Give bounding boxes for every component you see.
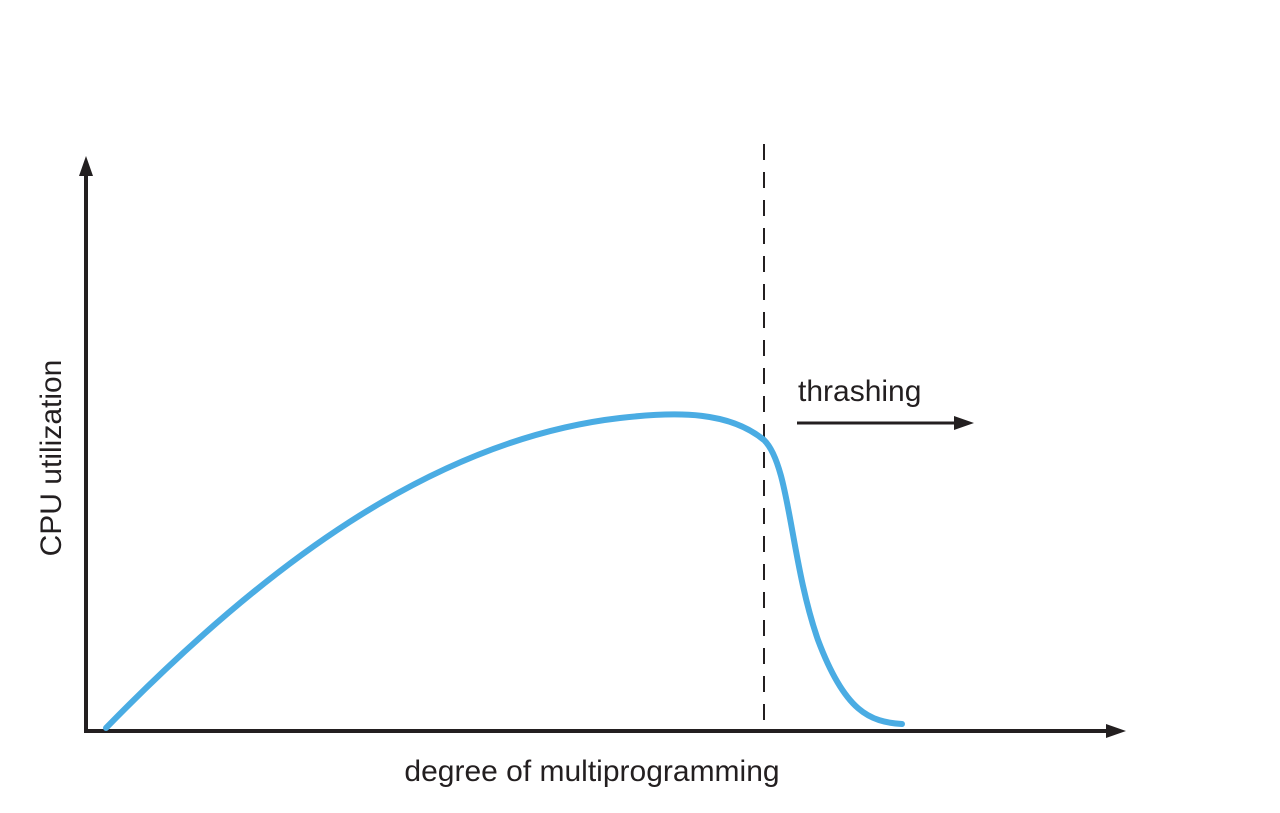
y-axis-arrowhead [79, 156, 93, 176]
thrashing-arrowhead [954, 416, 974, 430]
y-axis-label: CPU utilization [35, 360, 68, 557]
x-axis-arrowhead [1106, 724, 1126, 738]
x-axis-label: degree of multiprogramming [404, 755, 779, 788]
thrashing-label: thrashing [798, 375, 921, 408]
cpu-utilization-curve [103, 411, 905, 731]
